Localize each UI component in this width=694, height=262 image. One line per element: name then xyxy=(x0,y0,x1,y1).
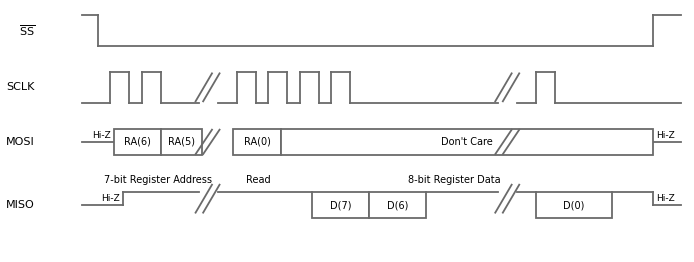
Text: Read: Read xyxy=(246,175,271,185)
Text: RA(0): RA(0) xyxy=(244,137,271,147)
Text: Hi-Z: Hi-Z xyxy=(92,131,110,140)
Text: 8-bit Register Data: 8-bit Register Data xyxy=(408,175,500,185)
Text: MOSI: MOSI xyxy=(6,137,35,147)
Text: D(6): D(6) xyxy=(387,200,408,210)
Text: MISO: MISO xyxy=(6,200,35,210)
Text: D(7): D(7) xyxy=(330,200,351,210)
Bar xyxy=(281,129,653,155)
Text: Don't Care: Don't Care xyxy=(441,137,493,147)
Text: 7-bit Register Address: 7-bit Register Address xyxy=(103,175,212,185)
Text: Hi-Z: Hi-Z xyxy=(101,194,120,203)
Text: $\overline{\mathrm{SS}}$: $\overline{\mathrm{SS}}$ xyxy=(19,23,35,38)
Text: RA(5): RA(5) xyxy=(168,137,195,147)
Text: Hi-Z: Hi-Z xyxy=(656,194,675,203)
Bar xyxy=(369,192,426,218)
Text: Hi-Z: Hi-Z xyxy=(656,131,675,140)
Text: D(0): D(0) xyxy=(564,200,585,210)
Bar xyxy=(114,129,161,155)
Text: RA(6): RA(6) xyxy=(124,137,151,147)
Text: SCLK: SCLK xyxy=(6,82,35,92)
Bar xyxy=(312,192,369,218)
Bar xyxy=(536,192,612,218)
Bar xyxy=(161,129,202,155)
Bar xyxy=(233,129,281,155)
